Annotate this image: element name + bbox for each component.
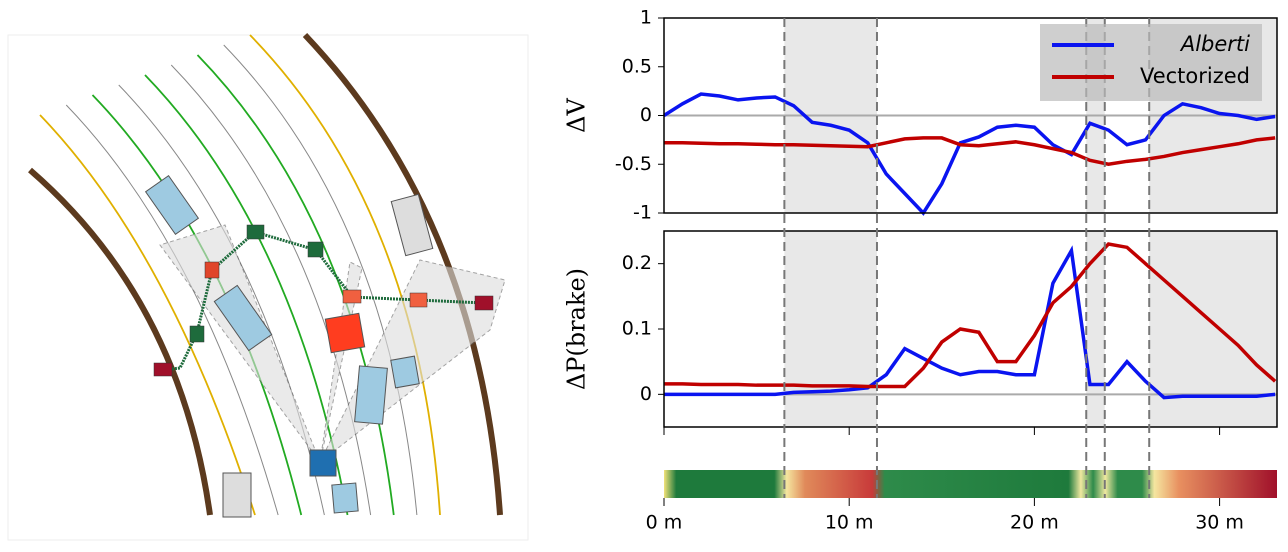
y-tick-label: 0.1: [622, 318, 652, 340]
x-tick-label: 10 m: [825, 512, 874, 534]
y-tick-label: 0: [640, 383, 652, 405]
y-tick-label: -1: [633, 202, 652, 224]
vehicles: [144, 174, 434, 518]
road-edge: [302, 32, 503, 516]
plot-frame: [663, 17, 1278, 214]
attention-cone: [159, 224, 321, 463]
waypoint: [246, 224, 265, 240]
waypoint: [342, 289, 362, 304]
vehicle: [144, 174, 200, 236]
vehicle: [390, 193, 434, 257]
y-axis-label: ΔP(brake): [563, 268, 591, 390]
y-tick-label: 0: [640, 104, 652, 126]
data-line: [663, 92, 1276, 216]
road-edge: [28, 167, 213, 516]
speed-colorbar: [664, 470, 1277, 498]
legend-label: Vectorized: [1140, 64, 1250, 88]
vehicle: [390, 355, 420, 389]
y-tick-label: 0.5: [622, 55, 652, 77]
vehicle: [222, 472, 252, 518]
attention-cone: [319, 261, 363, 463]
waypoint: [204, 261, 220, 279]
legend: Alberti Vectorized: [1040, 24, 1262, 101]
vehicle: [331, 482, 359, 514]
lane-line: [144, 74, 349, 516]
lane-line: [170, 64, 372, 516]
y-tick-label: -0.5: [615, 153, 652, 175]
lane-line: [249, 34, 441, 516]
x-tick-label: 20 m: [1010, 512, 1059, 534]
lane-line: [39, 114, 256, 516]
ego-vehicle: [309, 449, 337, 477]
shaded-region: [1086, 231, 1105, 427]
vehicle: [324, 312, 366, 354]
lane-line: [223, 44, 418, 516]
waypoint: [153, 362, 173, 377]
data-line: [664, 245, 1276, 400]
shaded-region: [784, 231, 877, 427]
data-line: [664, 136, 1276, 167]
driving-scene: [7, 32, 529, 541]
y-axis-label: ΔV: [563, 98, 591, 133]
y-tick-label: 0.2: [622, 252, 652, 274]
vehicle: [354, 365, 388, 425]
legend-label: Alberti: [1179, 32, 1250, 56]
x-tick-label: 0 m: [646, 512, 683, 534]
waypoint: [474, 295, 494, 311]
waypoint: [409, 292, 428, 308]
waypoint: [189, 325, 205, 343]
data-line: [664, 242, 1277, 389]
vehicle: [213, 284, 273, 352]
y-tick-label: 1: [640, 7, 652, 29]
lanes: [39, 34, 441, 516]
lane-line: [196, 54, 395, 516]
legend-box: [1040, 24, 1262, 101]
plot-frame: [663, 230, 1278, 428]
waypoint: [307, 241, 324, 258]
x-tick-label: 30 m: [1195, 512, 1244, 534]
waypoints: [153, 224, 494, 377]
